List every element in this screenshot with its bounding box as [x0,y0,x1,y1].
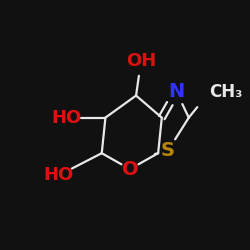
FancyBboxPatch shape [59,109,74,126]
FancyBboxPatch shape [200,83,220,100]
Text: HO: HO [51,109,81,127]
Text: CH₃: CH₃ [210,83,243,101]
Text: HO: HO [44,166,74,184]
Text: O: O [122,160,138,179]
FancyBboxPatch shape [134,53,148,70]
FancyBboxPatch shape [125,160,135,178]
FancyBboxPatch shape [52,167,66,184]
Text: OH: OH [126,52,156,70]
Text: S: S [161,141,175,160]
Text: N: N [168,82,185,102]
FancyBboxPatch shape [161,141,175,161]
FancyBboxPatch shape [170,81,183,103]
